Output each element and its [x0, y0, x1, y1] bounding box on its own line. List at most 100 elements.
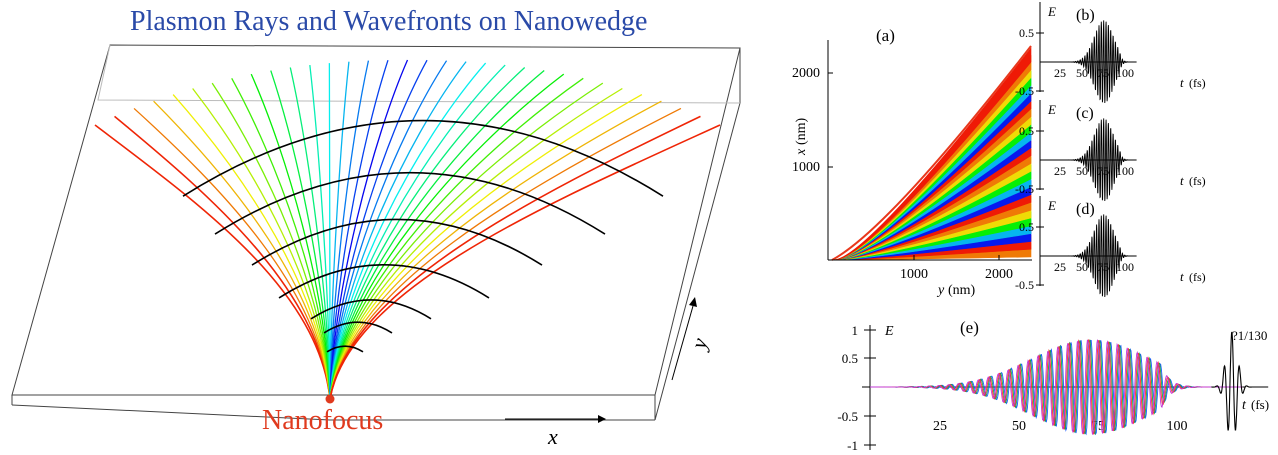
- panel-a-label: (a): [876, 26, 895, 45]
- panel-c-signal: [1042, 118, 1137, 202]
- panel-e: (e) E 1 0.5 -0.5 -1 25 50 75 100 t (fs) …: [837, 318, 1269, 453]
- wedge-bottom: [11, 404, 655, 421]
- panel-d-xtick-25: 25: [1054, 260, 1066, 274]
- panel-c-ytick-pos: 0.5: [1019, 124, 1034, 138]
- panel-e-signals: [870, 331, 1269, 436]
- panel-e-xtick-25: 25: [933, 419, 947, 434]
- y-axis-label: y: [685, 335, 712, 353]
- ray-2: [133, 107, 331, 400]
- wavefront-3: [278, 264, 490, 299]
- ray-9: [270, 70, 331, 400]
- panel-b-ytick-neg: -0.5: [1015, 84, 1034, 98]
- panel-c-xlabel-unit: (fs): [1189, 174, 1206, 188]
- panel-a: (a) 1000 2000 1000 2000 y (nm) x (nm): [792, 26, 1032, 298]
- x-axis-arrow: x: [505, 415, 606, 449]
- x-axis-label: x: [547, 424, 558, 449]
- panel-b-xtick-100: 100: [1116, 66, 1134, 80]
- panel-d-ytick-neg: -0.5: [1015, 278, 1034, 292]
- wavefront-1: [323, 321, 393, 334]
- panel-e-signal-3: [870, 339, 1243, 435]
- ray-12: [328, 63, 331, 400]
- panel-e-xtick-50: 50: [1012, 419, 1026, 434]
- panel-c-xtick-100: 100: [1116, 164, 1134, 178]
- ray-31: [329, 115, 701, 400]
- ray-28: [329, 93, 643, 400]
- ray-0: [94, 124, 331, 400]
- ray-1: [114, 115, 331, 400]
- panel-d-xtick-50: 50: [1076, 260, 1088, 274]
- panel-d-xlabel-var: t: [1180, 269, 1184, 284]
- panel-e-label: (e): [960, 318, 979, 337]
- ray-11: [309, 64, 331, 400]
- panel-e-signal-1: [870, 339, 1243, 436]
- panel-a-ytick-1000: 1000: [792, 160, 820, 175]
- wavefront-4: [251, 218, 543, 266]
- wavefront-0: [326, 345, 364, 353]
- ray-32: [329, 124, 721, 400]
- panel-e-ytick-m05: -0.5: [837, 409, 858, 424]
- panel-c-ylabel: E: [1047, 102, 1056, 117]
- panel-c-xtick-50: 50: [1076, 164, 1088, 178]
- ray-7: [231, 78, 331, 400]
- ray-26: [329, 82, 604, 400]
- ray-13: [329, 61, 350, 400]
- panel-d-xtick-100: 100: [1116, 260, 1134, 274]
- panel-a-edge-ray: [831, 45, 1032, 261]
- ray-8: [250, 73, 331, 400]
- panel-a-xtick-1000: 1000: [900, 267, 928, 282]
- panel-d-ytick-pos: 0.5: [1019, 220, 1034, 234]
- wavefront-2: [310, 299, 432, 320]
- ray-10: [289, 67, 331, 400]
- panel-d-label: (d): [1076, 201, 1095, 218]
- panel-a-xlabel-var: y: [936, 283, 945, 298]
- panel-e-signal-2: [870, 339, 1243, 435]
- panel-b-signal: [1042, 20, 1137, 104]
- panel-c-label: (c): [1076, 105, 1094, 122]
- panel-a-xtick-2000: 2000: [985, 267, 1013, 282]
- panel-e-ytick-1: 1: [852, 323, 859, 338]
- panel-b-label: (b): [1076, 7, 1095, 24]
- ray-29: [329, 100, 662, 400]
- wavefront-6: [182, 119, 664, 197]
- panel-b-xlabel-unit: (fs): [1189, 76, 1206, 90]
- panel-a-ylabel-var: x: [794, 148, 809, 156]
- ray-30: [329, 107, 682, 400]
- nanofocus-point: [325, 394, 335, 404]
- panel-e-ytick-05: 0.5: [842, 351, 858, 366]
- figure-title: Plasmon Rays and Wavefronts on Nanowedge: [130, 6, 648, 37]
- plasmon-rays: [94, 59, 721, 400]
- panel-c-ytick-neg: -0.5: [1015, 182, 1034, 196]
- panel-e-compressed-pulse: [1211, 331, 1269, 431]
- y-axis-arrow: y: [671, 297, 712, 381]
- panel-a-ylabel-unit: (nm): [794, 117, 809, 145]
- panel-d-ylabel: E: [1047, 198, 1056, 213]
- nanofocus-label: Nanofocus: [262, 405, 384, 436]
- ray-6: [211, 82, 331, 400]
- ray-3: [153, 100, 331, 400]
- panel-c-xlabel-var: t: [1180, 173, 1184, 188]
- ray-5: [192, 88, 331, 400]
- plasmon-wavefronts: [182, 119, 664, 353]
- ray-24: [329, 73, 565, 400]
- panel-d-signal: [1042, 214, 1137, 298]
- panel-a-rays: [831, 45, 1032, 261]
- panel-e-ylabel: E: [884, 324, 894, 339]
- ray-4: [172, 94, 331, 400]
- ray-15: [329, 59, 389, 400]
- panel-e-ytick-m1: -1: [847, 438, 858, 453]
- ray-23: [329, 70, 545, 400]
- panel-b-xtick-25: 25: [1054, 66, 1066, 80]
- panel-e-xlabel-var: t: [1242, 398, 1247, 413]
- wedge-inner-line: [97, 44, 741, 104]
- ray-16: [329, 59, 409, 400]
- panel-e-xtick-100: 100: [1167, 419, 1188, 434]
- panel-b-xtick-50: 50: [1076, 66, 1088, 80]
- ray-27: [329, 87, 623, 400]
- panel-b-ylabel: E: [1047, 4, 1056, 19]
- ray-14: [329, 60, 370, 400]
- panel-b-xlabel-var: t: [1180, 75, 1184, 90]
